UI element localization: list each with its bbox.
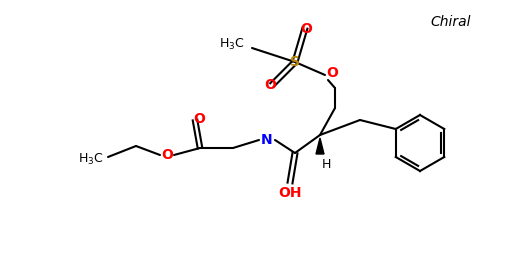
Text: O: O <box>193 112 205 126</box>
Text: O: O <box>326 66 338 80</box>
Text: H: H <box>322 157 331 170</box>
Text: H$_3$C: H$_3$C <box>220 37 245 52</box>
Text: H$_3$C: H$_3$C <box>78 151 104 167</box>
Text: O: O <box>264 78 276 92</box>
Text: Chiral: Chiral <box>430 15 471 29</box>
Text: S: S <box>290 55 300 69</box>
Text: OH: OH <box>278 186 302 200</box>
Text: O: O <box>161 148 173 162</box>
Polygon shape <box>316 138 324 154</box>
Text: O: O <box>300 22 312 36</box>
Text: N: N <box>261 133 273 147</box>
